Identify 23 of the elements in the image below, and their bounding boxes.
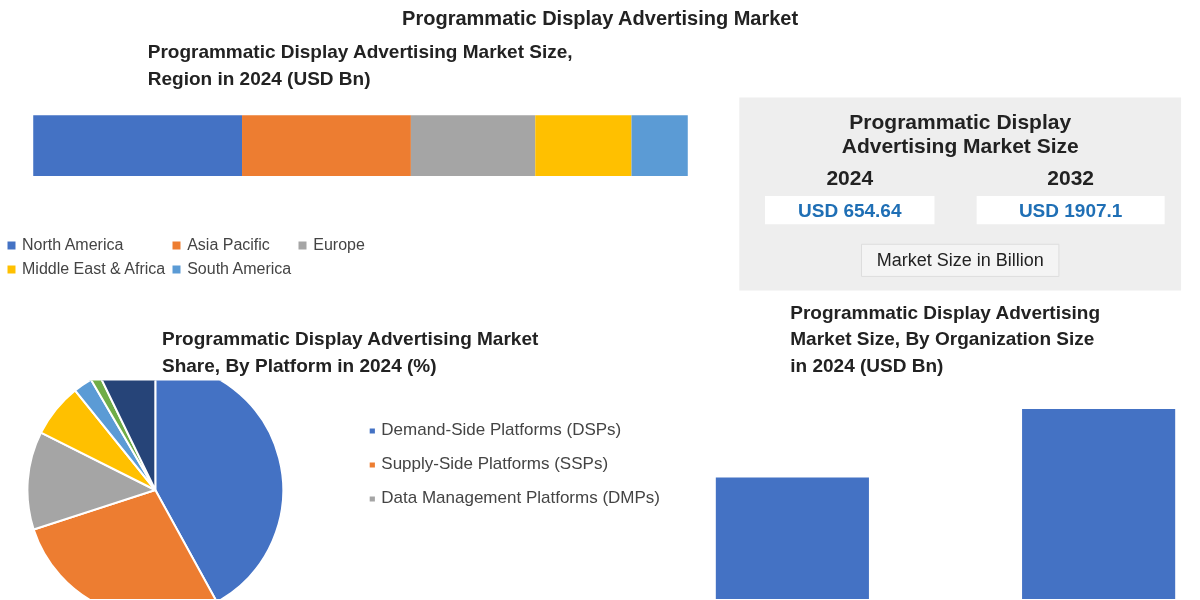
bar [33,115,243,176]
legend-label: North America [22,236,124,254]
legend-label: Asia Pacific [187,236,270,254]
category-label: 2024 [826,165,874,189]
chart-title: Programmatic Display Advertising Market Size, Region in 2024 (USD Bn) [147,41,573,89]
legend-label: Supply-Side Platforms (SSPs) [381,454,609,474]
category-label: 2032 [1047,165,1095,189]
bar [410,115,536,176]
legend-label: Data Management Platforms (DMPs) [381,488,660,508]
text: Market Size in Billion [876,250,1044,271]
legend-label: Europe [313,236,365,254]
chart-title: Programmatic Display Advertising Market Share, By Platform in 2024 (%) [162,328,539,376]
chart-title: Programmatic Display Advertising Market Size, By Organization Size in 2024 (USD Bn) [790,302,1101,376]
legend-label: South America [187,260,292,278]
text: Programmatic Display Advertising Market Size [841,110,1079,158]
bar [631,115,688,176]
legend-label: Middle East & Africa [22,260,166,278]
legend-label: Demand-Side Platforms (DSPs) [381,420,622,440]
bar [242,115,411,176]
data-label: USD 654.64 [798,199,902,221]
text: Programmatic Display Advertising Market [402,6,799,29]
data-label: USD 1907.1 [1018,199,1123,221]
bar [535,115,632,176]
